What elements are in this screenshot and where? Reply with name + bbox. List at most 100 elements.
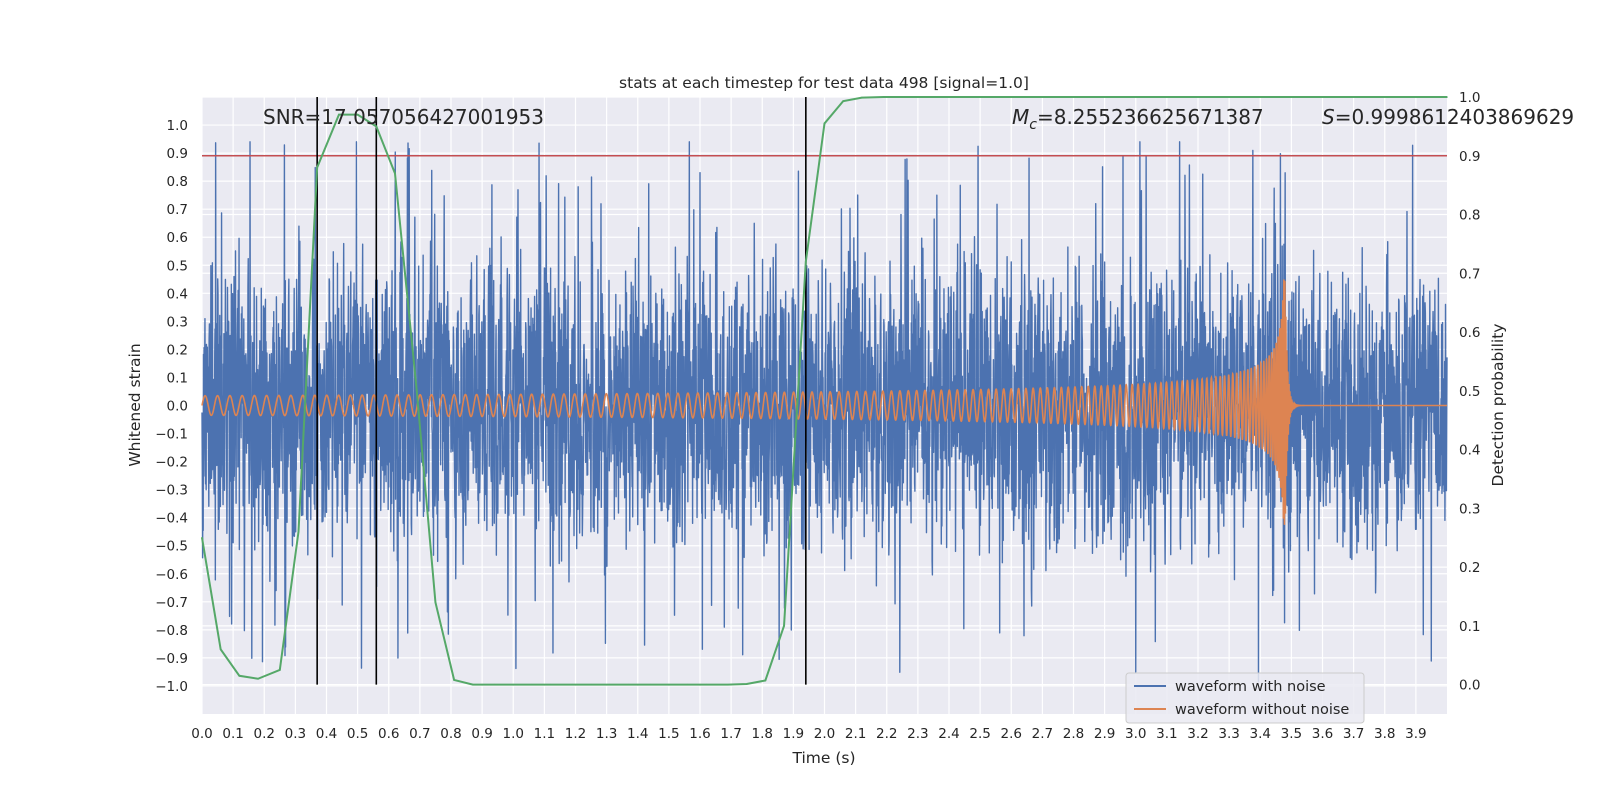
plot-area: [201, 96, 1448, 686]
probability-point: [1446, 96, 1448, 98]
probability-point: [394, 172, 396, 175]
x-tick-label: 3.2: [1187, 726, 1208, 742]
probability-point: [375, 125, 378, 128]
x-axis-label: Time (s): [791, 749, 855, 767]
y-axis-label-right: Detection probability: [1489, 324, 1507, 487]
s-symbol: S: [1322, 105, 1335, 129]
x-tick-label: 3.5: [1281, 726, 1302, 742]
y-tick-label-left: −0.3: [155, 483, 188, 499]
probability-point: [219, 648, 222, 651]
x-tick-label: 0.4: [316, 726, 337, 742]
probability-point: [627, 683, 630, 686]
x-tick-label: 0.2: [254, 726, 275, 742]
x-tick-label: 1.9: [783, 726, 804, 742]
probability-point: [201, 536, 203, 539]
probability-point: [686, 683, 689, 686]
x-tick-label: 2.5: [969, 726, 990, 742]
x-tick-label: 0.8: [440, 726, 461, 742]
x-tick-label: 3.8: [1374, 726, 1395, 742]
y-tick-label-left: −0.1: [155, 427, 188, 443]
x-tick-label: 1.4: [627, 726, 648, 742]
x-tick-label: 0.5: [347, 726, 368, 742]
x-tick-label: 1.7: [720, 726, 741, 742]
y-tick-label-left: −0.4: [155, 511, 188, 527]
chirp-mass-subscript: c: [1029, 117, 1037, 133]
x-tick-label: 3.3: [1218, 726, 1239, 742]
x-tick-label: 2.6: [1001, 726, 1022, 742]
x-tick-label: 1.3: [596, 726, 617, 742]
probability-point: [805, 260, 807, 263]
chart-title: stats at each timestep for test data 498…: [619, 74, 1029, 92]
probability-point: [1290, 96, 1293, 98]
probability-point: [1134, 96, 1137, 98]
x-tick-label: 3.1: [1156, 726, 1177, 742]
x-tick-label: 2.0: [814, 726, 835, 742]
probability-point: [882, 96, 885, 98]
y-tick-labels-left: 1.0 0.9 0.8 0.7 0.6 0.5 0.4 0.3 0.2 0.1 0.0 −0.1 −0.…: [155, 118, 188, 695]
probability-point: [764, 679, 767, 682]
probability-point: [279, 669, 281, 671]
y-tick-label-right: 0.8: [1459, 208, 1480, 224]
probability-point: [727, 683, 729, 686]
y-tick-label-right: 0.2: [1459, 560, 1480, 576]
probability-point: [649, 683, 651, 686]
probability-point: [842, 100, 844, 102]
y-tick-label-right: 0.7: [1459, 266, 1480, 282]
x-tick-label: 1.8: [752, 726, 773, 742]
probability-point: [705, 683, 708, 686]
y-axis-label-left: Whitened strain: [126, 343, 144, 466]
y-tick-label-right: 0.0: [1459, 678, 1480, 694]
x-tick-label: 3.9: [1405, 726, 1426, 742]
x-tick-label: 3.7: [1343, 726, 1364, 742]
y-tick-label-left: −0.7: [155, 595, 188, 611]
y-tick-label-left: −0.2: [155, 455, 188, 471]
legend-label-noise: waveform with noise: [1175, 679, 1326, 695]
probability-point: [783, 625, 785, 627]
x-tick-label: 3.6: [1312, 726, 1333, 742]
x-tick-label: 1.6: [689, 726, 710, 742]
x-tick-label: 3.0: [1125, 726, 1146, 742]
probability-point: [338, 113, 340, 116]
y-tick-label-left: 0.0: [167, 399, 188, 415]
y-tick-label-left: 0.8: [167, 174, 188, 190]
probability-point: [316, 166, 318, 169]
chirp-mass-symbol: M: [1012, 105, 1029, 129]
x-tick-label: 3.4: [1250, 726, 1271, 742]
x-tick-label: 2.3: [907, 726, 928, 742]
x-tick-label: 2.1: [845, 726, 866, 742]
probability-point: [238, 675, 241, 677]
y-tick-label-left: −0.5: [155, 539, 188, 555]
y-tick-label-left: 0.2: [167, 342, 188, 358]
x-tick-label: 1.2: [565, 726, 586, 742]
probability-point: [434, 601, 437, 604]
series-detection-probability: [201, 96, 1447, 686]
y-tick-label-right: 1.0: [1459, 90, 1480, 106]
legend-label-clean: waveform without noise: [1175, 702, 1349, 718]
x-tick-label: 2.7: [1032, 726, 1053, 742]
y-tick-label-right: 0.9: [1459, 149, 1480, 165]
y-tick-label-left: 0.6: [167, 230, 188, 246]
probability-point: [493, 683, 496, 686]
x-tick-label: 1.5: [658, 726, 679, 742]
y-tick-label-right: 0.6: [1459, 325, 1480, 341]
x-tick-label: 0.1: [222, 726, 243, 742]
probability-point: [590, 683, 592, 686]
y-tick-label-left: 0.3: [167, 314, 188, 330]
x-tick-label: 2.4: [938, 726, 959, 742]
x-tick-label: 2.2: [876, 726, 897, 742]
y-tick-label-left: −1.0: [155, 679, 188, 695]
chirp-mass-value: =8.255236625671387: [1037, 105, 1264, 129]
chirp-mass-annotation: Mc=8.255236625671387: [1012, 105, 1264, 133]
y-tick-labels-right: 1.0 0.9 0.8 0.7 0.6 0.5 0.4 0.3 0.2 0.1 0.0: [1459, 90, 1480, 694]
y-tick-label-right: 0.4: [1459, 443, 1480, 459]
y-tick-label-right: 0.5: [1459, 384, 1480, 400]
x-tick-label: 2.8: [1063, 726, 1084, 742]
s-value: =0.9998612403869629: [1335, 105, 1574, 129]
series-waveform-without-noise: [201, 279, 1447, 525]
legend-box: [1125, 672, 1365, 724]
probability-point: [356, 113, 359, 116]
probability-point: [415, 390, 418, 392]
y-tick-label-left: 0.7: [167, 202, 188, 218]
y-tick-label-right: 0.3: [1459, 501, 1480, 517]
y-tick-label-left: 0.1: [167, 370, 188, 386]
